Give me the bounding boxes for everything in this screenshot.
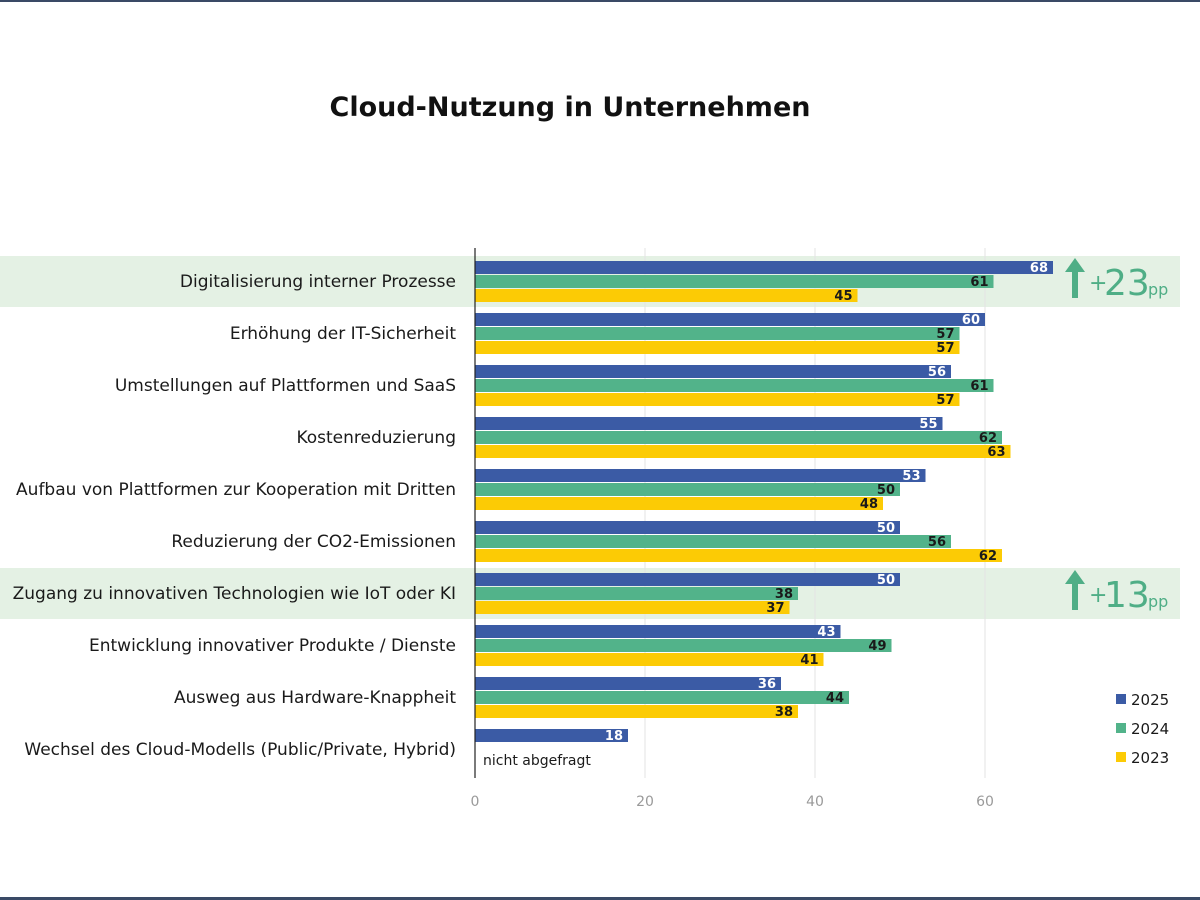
data-label: 48	[860, 497, 878, 512]
up-arrow-head-icon	[1065, 570, 1085, 584]
up-arrow-head-icon	[1065, 258, 1085, 272]
chart-title: Cloud-Nutzung in Unternehmen	[329, 92, 811, 123]
legend-label: 2025	[1131, 691, 1169, 709]
bar	[475, 393, 960, 406]
data-label: 55	[919, 417, 937, 432]
category-label: Kostenreduzierung	[296, 428, 456, 448]
data-label: 57	[936, 341, 954, 356]
data-label: 18	[605, 729, 623, 744]
x-tick-label: 20	[636, 794, 654, 810]
bar	[475, 417, 943, 430]
bar	[475, 521, 900, 534]
data-label: 57	[936, 393, 954, 408]
data-label: 57	[936, 327, 954, 342]
bar	[475, 445, 1011, 458]
bar	[475, 289, 858, 302]
data-label: 62	[979, 431, 997, 446]
not-asked-note: nicht abgefragt	[483, 753, 591, 769]
data-label: 41	[800, 653, 818, 668]
bar	[475, 549, 1002, 562]
legend-swatch	[1116, 723, 1126, 733]
data-label: 37	[766, 601, 784, 616]
data-label: 61	[970, 379, 988, 394]
data-label: 68	[1030, 261, 1048, 276]
data-label: 60	[962, 313, 980, 328]
bar	[475, 483, 900, 496]
delta-plus: +	[1089, 271, 1107, 296]
bar	[475, 587, 798, 600]
category-label: Entwicklung innovativer Produkte / Diens…	[89, 636, 456, 656]
data-label: 45	[834, 289, 852, 304]
bar	[475, 639, 892, 652]
category-label: Reduzierung der CO2-Emissionen	[171, 532, 456, 552]
bottom-border	[0, 897, 1200, 900]
legend-label: 2023	[1131, 749, 1169, 767]
category-label: Zugang zu innovativen Technologien wie I…	[13, 584, 456, 604]
up-arrow-icon	[1072, 582, 1078, 610]
bar	[475, 573, 900, 586]
category-label: Digitalisierung interner Prozesse	[180, 272, 456, 292]
bar	[475, 691, 849, 704]
data-label: 53	[902, 469, 920, 484]
legend-label: 2024	[1131, 720, 1169, 738]
data-label: 50	[877, 521, 895, 536]
bar	[475, 625, 841, 638]
data-label: 63	[987, 445, 1005, 460]
bar	[475, 327, 960, 340]
data-label: 43	[817, 625, 835, 640]
data-label: 62	[979, 549, 997, 564]
delta-unit: pp	[1148, 280, 1168, 299]
data-label: 49	[868, 639, 886, 654]
delta-value: 23	[1104, 263, 1150, 304]
bar	[475, 497, 883, 510]
data-label: 50	[877, 483, 895, 498]
data-label: 56	[928, 365, 946, 380]
category-label: Wechsel des Cloud-Modells (Public/Privat…	[24, 740, 456, 760]
category-label: Erhöhung der IT-Sicherheit	[230, 324, 456, 344]
data-label: 61	[970, 275, 988, 290]
x-tick-label: 60	[976, 794, 994, 810]
delta-value: 13	[1104, 575, 1150, 616]
bar	[475, 469, 926, 482]
bar	[475, 379, 994, 392]
bar	[475, 601, 790, 614]
data-label: 56	[928, 535, 946, 550]
bar	[475, 653, 824, 666]
bar	[475, 341, 960, 354]
data-label: 50	[877, 573, 895, 588]
delta-plus: +	[1089, 583, 1107, 608]
legend-swatch	[1116, 752, 1126, 762]
category-label: Aufbau von Plattformen zur Kooperation m…	[16, 480, 456, 500]
bar	[475, 431, 1002, 444]
data-label: 38	[775, 705, 793, 720]
bar	[475, 705, 798, 718]
data-label: 36	[758, 677, 776, 692]
bar	[475, 677, 781, 690]
bar	[475, 261, 1053, 274]
bar	[475, 729, 628, 742]
top-border	[0, 0, 1200, 2]
x-tick-label: 40	[806, 794, 824, 810]
up-arrow-icon	[1072, 270, 1078, 298]
category-label: Umstellungen auf Plattformen und SaaS	[115, 376, 456, 396]
delta-unit: pp	[1148, 592, 1168, 611]
data-label: 44	[826, 691, 844, 706]
x-tick-label: 0	[471, 794, 480, 810]
category-label: Ausweg aus Hardware-Knappheit	[174, 688, 456, 708]
bar	[475, 313, 985, 326]
bar	[475, 275, 994, 288]
data-label: 38	[775, 587, 793, 602]
legend-swatch	[1116, 694, 1126, 704]
bar	[475, 535, 951, 548]
bar	[475, 365, 951, 378]
